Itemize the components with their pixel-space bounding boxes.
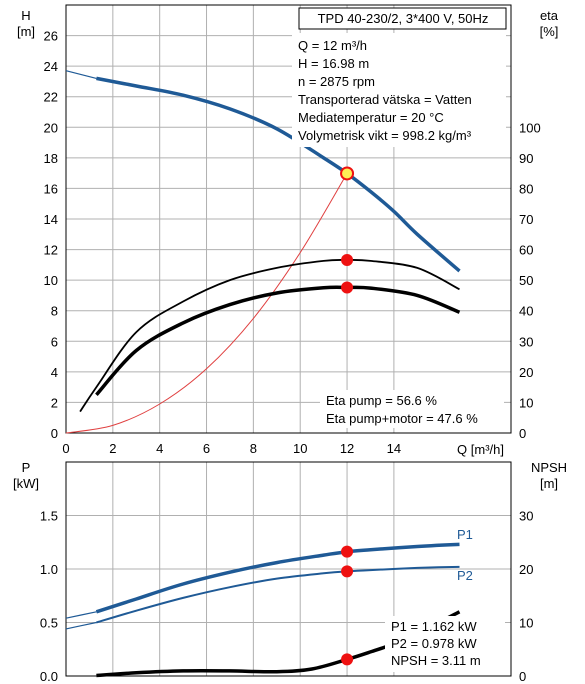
top-y-tick-label: 2 bbox=[51, 395, 58, 410]
system-curve-curve bbox=[65, 173, 348, 434]
top-y-right-tick-label: 60 bbox=[519, 243, 533, 258]
top-y-right-tick-label: 0 bbox=[519, 426, 526, 441]
legend-p2: P2 bbox=[457, 568, 473, 583]
power-p1-lead bbox=[65, 611, 97, 619]
top-y-tick-label: 16 bbox=[44, 181, 58, 196]
top-y-tick-label: 12 bbox=[44, 243, 58, 258]
bottom-y-tick-label: 1.0 bbox=[40, 562, 58, 577]
head-curve-lead bbox=[65, 70, 97, 79]
bottom-y-right-tick-label: 20 bbox=[519, 562, 533, 577]
top-y-tick-label: 4 bbox=[51, 365, 58, 380]
top-y-right-tick-label: 70 bbox=[519, 212, 533, 227]
top-x-tick-label: 2 bbox=[109, 441, 116, 456]
bottom-y-tick-label: 1.5 bbox=[40, 509, 58, 524]
top-y-tick-label: 18 bbox=[44, 151, 58, 166]
bottom-y-tick-label: 0.0 bbox=[40, 669, 58, 684]
eta-total-point-marker bbox=[341, 281, 354, 294]
bottom-y-tick-label: 0.5 bbox=[40, 616, 58, 631]
power-p2-curve bbox=[96, 565, 460, 624]
top-x-tick-label: 12 bbox=[340, 441, 354, 456]
top-y-tick-label: 26 bbox=[44, 29, 58, 44]
top-y-tick-label: 10 bbox=[44, 273, 58, 288]
info-eta-total: Eta pump+motor = 47.6 % bbox=[326, 411, 478, 426]
p2-point-marker bbox=[341, 565, 354, 578]
p1-point-marker bbox=[341, 545, 354, 558]
power-info-box bbox=[385, 616, 505, 672]
efficiency-pump-curve bbox=[79, 259, 460, 413]
top-x-tick-label: 10 bbox=[293, 441, 307, 456]
top-x-tick-label: 6 bbox=[203, 441, 210, 456]
info-flow: Q = 12 m³/h bbox=[298, 38, 367, 53]
bottom-y-ticks-right: 0 10 20 30 bbox=[519, 509, 533, 684]
legend-p1: P1 bbox=[457, 527, 473, 542]
info-p1: P1 = 1.162 kW bbox=[391, 619, 477, 634]
info-speed: n = 2875 rpm bbox=[298, 74, 375, 89]
info-temperature: Mediatemperatur = 20 °C bbox=[298, 110, 444, 125]
x-axis-label: Q [m³/h] bbox=[457, 442, 504, 457]
top-y-right-tick-label: 10 bbox=[519, 395, 533, 410]
bottom-y-ticks: 0.0 0.5 1.0 1.5 bbox=[40, 509, 58, 684]
bottom-points bbox=[341, 545, 354, 666]
top-y-right-tick-label: 30 bbox=[519, 334, 533, 349]
top-series bbox=[65, 70, 461, 434]
efficiency-pump-motor-curve bbox=[95, 285, 461, 396]
eta-pump-point-marker bbox=[341, 253, 354, 266]
info-eta-pump: Eta pump = 56.6 % bbox=[326, 393, 437, 408]
y-axis-unit-h: [m] bbox=[17, 24, 35, 39]
top-x-tick-label: 4 bbox=[156, 441, 163, 456]
bottom-y-right-tick-label: 10 bbox=[519, 616, 533, 631]
chart-title: TPD 40-230/2, 3*400 V, 50Hz bbox=[318, 11, 489, 26]
top-x-tick-label: 0 bbox=[62, 441, 69, 456]
info-p2: P2 = 0.978 kW bbox=[391, 636, 477, 651]
bottom-y-right-tick-label: 30 bbox=[519, 509, 533, 524]
top-y-ticks-right: 0 10 20 30 40 50 60 70 80 90 100 bbox=[519, 120, 541, 441]
duty-point-marker bbox=[340, 166, 355, 181]
power-p1-curve bbox=[95, 542, 460, 614]
top-x-ticks: 0 2 4 6 8 10 12 14 bbox=[62, 441, 401, 456]
bottom-plot-frame bbox=[65, 461, 512, 677]
top-y-right-tick-label: 50 bbox=[519, 273, 533, 288]
top-y-tick-label: 22 bbox=[44, 90, 58, 105]
top-y-tick-label: 24 bbox=[44, 59, 58, 74]
power-p2-lead bbox=[65, 621, 97, 630]
info-head: H = 16.98 m bbox=[298, 56, 369, 71]
bottom-panel: 0.0 0.5 1.0 1.5 0 10 20 30 P [kW] NPSH [m] P1 … bbox=[13, 460, 567, 684]
top-y-right-tick-label: 90 bbox=[519, 151, 533, 166]
top-y-tick-label: 20 bbox=[44, 120, 58, 135]
y-axis-unit-p: [kW] bbox=[13, 476, 39, 491]
top-plot-frame bbox=[65, 4, 512, 434]
top-points bbox=[340, 166, 355, 294]
top-y-tick-label: 0 bbox=[51, 426, 58, 441]
y-axis-label-npsh: NPSH bbox=[531, 460, 567, 475]
top-y-tick-label: 8 bbox=[51, 304, 58, 319]
info-density: Volymetrisk vikt = 998.2 kg/m³ bbox=[298, 128, 472, 143]
eta-info-box bbox=[320, 390, 504, 428]
top-y-right-tick-label: 20 bbox=[519, 365, 533, 380]
info-npsh: NPSH = 3.11 m bbox=[391, 653, 481, 668]
y-axis-unit-npsh: [m] bbox=[540, 476, 558, 491]
head-curve bbox=[96, 76, 461, 273]
top-y-right-tick-label: 40 bbox=[519, 304, 533, 319]
npsh-point-marker bbox=[341, 653, 354, 666]
y-axis-unit-eta: [%] bbox=[540, 24, 559, 39]
bottom-y-right-tick-label: 0 bbox=[519, 669, 526, 684]
top-y-tick-label: 14 bbox=[44, 212, 58, 227]
y-axis-label-p: P bbox=[22, 460, 31, 475]
top-y-tick-label: 6 bbox=[51, 334, 58, 349]
top-x-tick-label: 8 bbox=[250, 441, 257, 456]
title-box bbox=[298, 7, 507, 30]
duty-info-box bbox=[292, 33, 506, 147]
y-axis-label-eta: eta bbox=[540, 8, 559, 23]
info-liquid: Transporterad vätska = Vatten bbox=[298, 92, 472, 107]
y-axis-label-h: H bbox=[21, 8, 30, 23]
top-y-right-tick-label: 100 bbox=[519, 120, 541, 135]
top-y-right-tick-label: 80 bbox=[519, 181, 533, 196]
top-x-tick-label: 14 bbox=[387, 441, 401, 456]
